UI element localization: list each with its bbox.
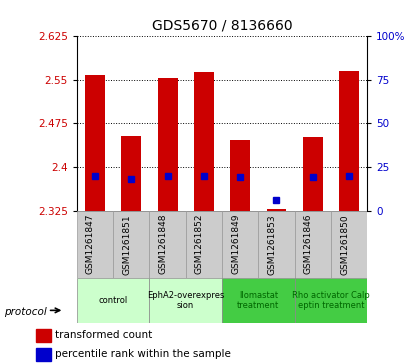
Bar: [36, 348, 51, 361]
Bar: [186, 211, 222, 278]
Text: GSM1261850: GSM1261850: [340, 214, 349, 274]
Text: GSM1261847: GSM1261847: [86, 214, 95, 274]
Text: llomastat
treatment: llomastat treatment: [237, 291, 279, 310]
Text: GSM1261846: GSM1261846: [304, 214, 313, 274]
Bar: [113, 211, 149, 278]
Text: control: control: [98, 296, 128, 305]
Text: protocol: protocol: [4, 307, 47, 317]
Bar: [230, 140, 250, 211]
Bar: [222, 211, 258, 278]
Title: GDS5670 / 8136660: GDS5670 / 8136660: [152, 19, 292, 32]
Text: GSM1261853: GSM1261853: [268, 214, 276, 274]
Bar: [258, 211, 295, 278]
Text: percentile rank within the sample: percentile rank within the sample: [55, 349, 231, 359]
Bar: [331, 211, 367, 278]
Bar: [295, 278, 367, 323]
Bar: [194, 72, 214, 211]
Bar: [303, 137, 323, 211]
Text: EphA2-overexpres
sion: EphA2-overexpres sion: [147, 291, 225, 310]
Bar: [77, 278, 149, 323]
Bar: [149, 278, 222, 323]
Bar: [158, 78, 178, 211]
Bar: [77, 211, 113, 278]
Bar: [222, 278, 295, 323]
Bar: [266, 209, 286, 211]
Text: GSM1261848: GSM1261848: [159, 214, 168, 274]
Bar: [36, 329, 51, 342]
Bar: [85, 75, 105, 211]
Text: GSM1261852: GSM1261852: [195, 214, 204, 274]
Bar: [149, 211, 186, 278]
Bar: [295, 211, 331, 278]
Text: GSM1261851: GSM1261851: [122, 214, 131, 274]
Bar: [121, 136, 141, 211]
Text: GSM1261849: GSM1261849: [231, 214, 240, 274]
Text: Rho activator Calp
eptin treatment: Rho activator Calp eptin treatment: [292, 291, 370, 310]
Text: transformed count: transformed count: [55, 330, 152, 340]
Bar: [339, 71, 359, 211]
